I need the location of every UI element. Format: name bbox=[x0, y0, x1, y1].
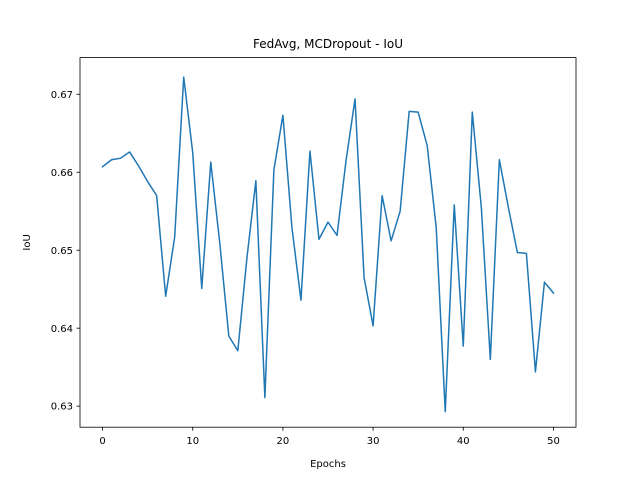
x-tick-label: 30 bbox=[367, 436, 380, 447]
x-axis: 0 10 20 30 40 50 bbox=[99, 427, 560, 447]
series-line bbox=[101, 76, 555, 413]
plot-area bbox=[101, 76, 555, 413]
axes-frame bbox=[79, 57, 577, 428]
y-axis-label: IoU bbox=[22, 234, 33, 250]
chart-title: FedAvg, MCDropout - IoU bbox=[253, 37, 403, 51]
y-tick-label: 0.65 bbox=[51, 246, 73, 257]
x-tick-label: 0 bbox=[99, 436, 105, 447]
y-axis: 0.63 0.64 0.65 0.66 0.67 bbox=[51, 90, 80, 413]
x-axis-label: Epochs bbox=[310, 459, 346, 470]
y-tick-label: 0.63 bbox=[51, 402, 73, 413]
x-tick-label: 20 bbox=[277, 436, 290, 447]
y-tick-label: 0.66 bbox=[51, 168, 73, 179]
x-tick-label: 40 bbox=[457, 436, 470, 447]
x-tick-label: 10 bbox=[186, 436, 199, 447]
y-tick-label: 0.67 bbox=[51, 90, 73, 101]
x-tick-label: 50 bbox=[547, 436, 560, 447]
y-tick-label: 0.64 bbox=[51, 324, 73, 335]
